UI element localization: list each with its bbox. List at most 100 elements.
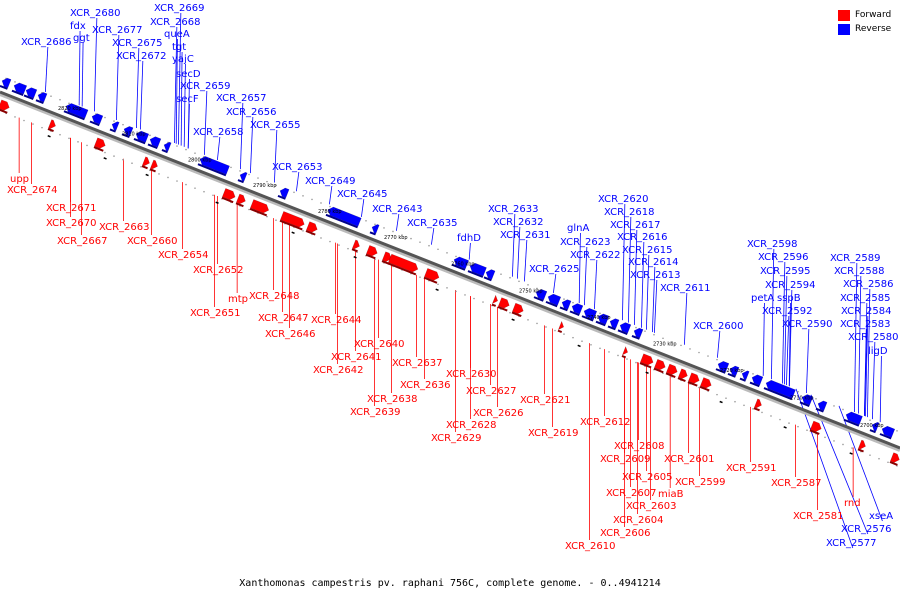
gene-shape — [597, 313, 610, 325]
track-dot — [401, 234, 403, 236]
leader-line — [584, 246, 588, 306]
gene-shade — [533, 296, 544, 302]
reverse-gene-label: XCR_2596 — [758, 252, 809, 263]
gene-shape — [222, 188, 236, 200]
reverse-gene-label: secD — [176, 69, 201, 80]
gene-shape — [485, 269, 496, 280]
track-dot — [410, 237, 412, 240]
gene-shade — [653, 367, 664, 374]
reverse-gene-arrow — [161, 141, 172, 154]
reverse-gene-label: XCR_2588 — [834, 266, 885, 277]
track-dot — [230, 166, 232, 169]
forward-gene-label: XCR_2603 — [626, 501, 677, 512]
gene-shade — [621, 355, 627, 359]
marker-bar — [353, 256, 357, 259]
track-dot — [635, 361, 637, 364]
track-dot — [122, 123, 124, 126]
leader-line — [524, 239, 528, 282]
track-dot — [68, 102, 70, 105]
gene-shape — [688, 372, 700, 384]
track-dot — [446, 252, 448, 254]
track-dot — [563, 298, 565, 300]
gene-shape — [535, 289, 548, 301]
forward-gene-label: XCR_2644 — [311, 315, 362, 326]
gene-shape — [817, 400, 828, 411]
reverse-gene-label: XCR_2632 — [493, 217, 544, 228]
reverse-gene-label: XCR_2615 — [622, 245, 673, 256]
forward-gene-arrow — [639, 353, 654, 369]
reverse-gene-arrow — [727, 365, 740, 378]
gene-shade — [351, 248, 358, 253]
track-dot — [689, 348, 691, 350]
backbone-line — [0, 90, 900, 450]
reverse-gene-label: XCR_2576 — [841, 524, 892, 535]
reverse-gene-label: secF — [176, 94, 199, 105]
leader-line — [136, 47, 140, 128]
gene-shape — [371, 224, 380, 234]
leader-line — [78, 30, 81, 106]
leader-line — [634, 229, 638, 325]
label-leader-lines — [18, 12, 883, 549]
forward-gene-arrow — [387, 253, 419, 276]
forward-gene-label: mtp — [228, 294, 248, 305]
reverse-gene-arrow — [237, 172, 248, 184]
forward-gene-label: XCR_2671 — [46, 203, 97, 214]
gene-shade — [93, 146, 104, 152]
forward-gene-label: XCR_2670 — [46, 218, 97, 229]
forward-gene-arrow — [857, 439, 866, 453]
gene-shade — [809, 429, 820, 435]
reverse-gene-label: XCR_2577 — [826, 538, 877, 549]
track-dot — [158, 173, 160, 175]
forward-gene-label: XCR_2619 — [528, 428, 579, 439]
forward-gene-label: XCR_2621 — [520, 395, 571, 406]
gene-shape — [111, 121, 120, 131]
leader-line — [762, 302, 765, 376]
gene-shade — [727, 372, 736, 378]
gene-shape — [199, 156, 230, 175]
track-dot — [554, 329, 556, 332]
reverse-gene-label: yajC — [172, 54, 194, 65]
scale-tick-label: 2770 kbp — [384, 235, 408, 241]
track-dot — [50, 95, 52, 97]
reverse-gene-arrow — [749, 374, 764, 388]
leader-line — [654, 279, 658, 333]
track-dot — [185, 148, 187, 151]
gene-shade — [749, 381, 760, 388]
track-dot — [752, 408, 754, 410]
forward-gene-label: XCR_2652 — [193, 265, 244, 276]
track-dot — [329, 205, 331, 208]
gene-shape — [640, 353, 654, 366]
gene-shape — [858, 439, 866, 450]
track-dot — [842, 408, 844, 411]
reverse-gene-label: XCR_2668 — [150, 17, 201, 28]
reverse-gene-label: XCR_2584 — [841, 306, 892, 317]
leader-line — [45, 46, 49, 92]
reverse-gene-arrow — [325, 206, 362, 229]
gene-shape — [609, 318, 620, 329]
track-dot — [572, 336, 574, 339]
gene-shade — [581, 315, 594, 322]
reverse-gene-label: XCR_2592 — [762, 306, 813, 317]
track-dot — [302, 230, 304, 232]
scale-tick-label: 2800 kbp — [188, 157, 212, 163]
gene-shade — [843, 418, 860, 427]
gene-shape — [622, 346, 628, 356]
track-dot — [716, 393, 718, 396]
track-dot — [842, 443, 844, 446]
leader-line — [553, 273, 557, 293]
forward-gene-label: XCR_2601 — [664, 454, 715, 465]
gene-shade — [133, 137, 146, 145]
gene-shade — [665, 372, 676, 378]
reverse-gene-label: sspB — [777, 293, 801, 304]
gene-shape — [65, 103, 89, 119]
gene-shape — [700, 377, 712, 389]
track-dot — [815, 397, 817, 400]
reverse-gene-label: XCR_2613 — [630, 270, 681, 281]
marker-bar — [645, 371, 649, 375]
track-dot — [419, 241, 421, 243]
leader-line — [396, 213, 400, 231]
forward-gene-label: XCR_2654 — [158, 250, 209, 261]
gene-shade — [365, 253, 376, 260]
